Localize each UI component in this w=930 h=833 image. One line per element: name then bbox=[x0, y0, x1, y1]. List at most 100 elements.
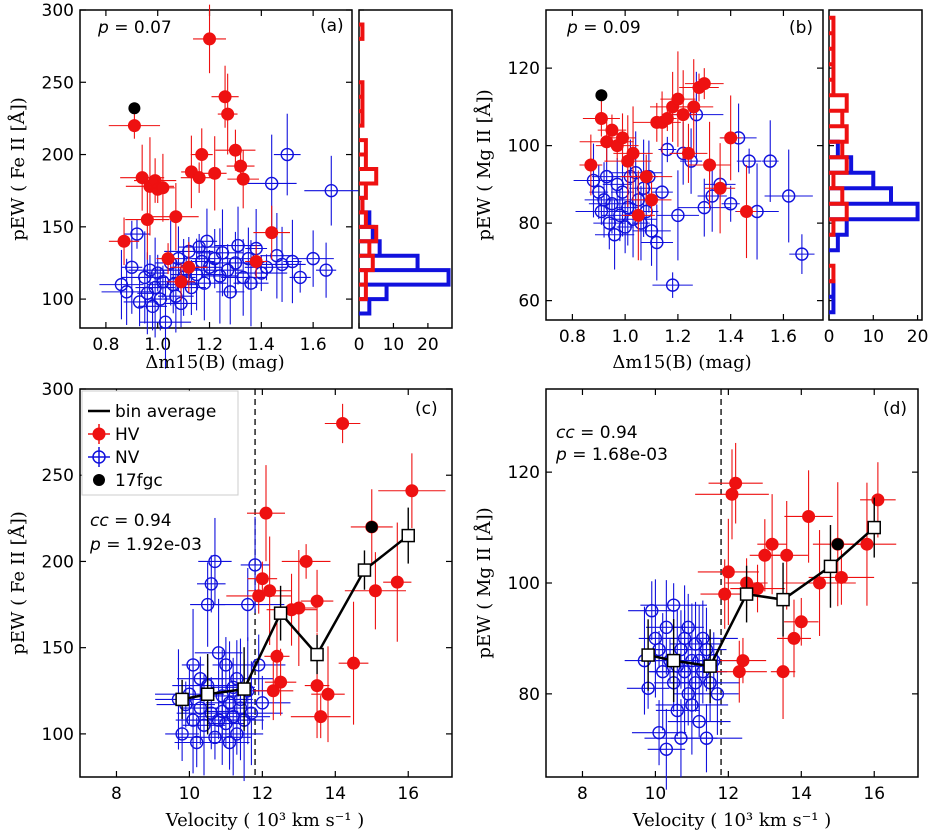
bin-point bbox=[823, 559, 838, 574]
nv-histogram bbox=[359, 195, 451, 316]
hv-point bbox=[174, 275, 188, 289]
x-tick-label: 1.0 bbox=[144, 335, 171, 355]
hv-point bbox=[729, 476, 743, 490]
hv-point bbox=[292, 601, 306, 615]
nv-point bbox=[158, 315, 173, 329]
y-tick-label: 150 bbox=[42, 218, 74, 238]
hv-point bbox=[208, 166, 222, 180]
legend-17fgc-marker bbox=[93, 474, 105, 486]
nv-point bbox=[231, 238, 245, 253]
hv-point bbox=[736, 654, 750, 668]
nv-point bbox=[280, 147, 294, 162]
nv-point bbox=[699, 642, 714, 657]
x-tick-label: 10 bbox=[645, 784, 667, 804]
panel-b-hist-frame bbox=[828, 9, 923, 321]
bin-point bbox=[175, 692, 189, 707]
hv-point bbox=[347, 656, 361, 670]
hv-point bbox=[218, 90, 232, 104]
bin-point bbox=[867, 520, 881, 535]
panel-d-ylabel: pEW ( Mg II [Å]) bbox=[473, 507, 495, 658]
x-tick-label: 16 bbox=[397, 784, 419, 804]
nv-point bbox=[189, 267, 204, 282]
hv-point bbox=[314, 710, 328, 724]
hv-point bbox=[117, 234, 131, 248]
x-tick-label: 0.8 bbox=[559, 327, 586, 347]
legend: bin average HV NV 17fgc bbox=[81, 390, 239, 496]
panel-b-ylabel: pEW ( Mg II [Å]) bbox=[473, 89, 495, 240]
hv-point bbox=[834, 570, 848, 584]
hv-point bbox=[765, 537, 779, 551]
hv-point bbox=[127, 119, 141, 133]
nv-point bbox=[659, 742, 674, 756]
hv-point bbox=[794, 615, 808, 629]
panel-c-tag: (c) bbox=[415, 399, 438, 419]
hv-point bbox=[169, 210, 183, 224]
nv-point bbox=[197, 718, 211, 732]
17fgc-point bbox=[128, 102, 141, 115]
hv-point bbox=[676, 108, 690, 122]
hv-point bbox=[787, 631, 801, 645]
panel-c-cc: cc = 0.94 bbox=[90, 511, 172, 531]
hv-point bbox=[724, 131, 738, 145]
nv-point bbox=[230, 727, 244, 741]
legend-box bbox=[81, 390, 239, 496]
nv-point bbox=[125, 260, 139, 274]
hv-point bbox=[140, 213, 154, 227]
17fgc-point bbox=[595, 89, 608, 102]
nv-point bbox=[145, 299, 160, 314]
nv-point bbox=[130, 227, 144, 241]
nv-point bbox=[255, 696, 270, 710]
nv-point bbox=[599, 169, 614, 184]
panel-d-cc: cc = 0.94 bbox=[556, 423, 638, 443]
nv-point bbox=[219, 716, 233, 731]
nv-point bbox=[244, 706, 259, 720]
y-tick-label: 200 bbox=[42, 146, 74, 166]
nv-point bbox=[306, 251, 320, 266]
hv-point bbox=[713, 181, 727, 195]
bin-average-line bbox=[181, 534, 410, 701]
nv-point bbox=[586, 173, 601, 188]
y-tick-label: 150 bbox=[42, 639, 74, 659]
hv-point bbox=[265, 226, 279, 240]
x-tick-label: 12 bbox=[252, 784, 274, 804]
hv-point bbox=[299, 554, 313, 568]
nv-point bbox=[223, 285, 237, 299]
hv-point bbox=[266, 684, 280, 698]
panel-b-tag: (b) bbox=[789, 18, 813, 38]
nv-point bbox=[190, 735, 204, 750]
y-tick-label: 200 bbox=[42, 552, 74, 572]
hv-point bbox=[721, 565, 735, 579]
y-tick-label: 300 bbox=[42, 1, 74, 21]
hv-point bbox=[203, 32, 217, 46]
hist-x-tick-label: 10 bbox=[383, 335, 405, 355]
bin-point bbox=[739, 587, 754, 601]
hv-point bbox=[228, 143, 242, 157]
hv-point bbox=[813, 576, 827, 590]
nv-point bbox=[671, 208, 685, 223]
nv-point bbox=[222, 735, 237, 750]
nv-point bbox=[607, 228, 622, 242]
y-tick-label: 250 bbox=[42, 466, 74, 486]
nv-point bbox=[618, 220, 632, 234]
panel-b-frame bbox=[545, 9, 824, 321]
y-tick-label: 100 bbox=[508, 574, 540, 594]
hv-point bbox=[161, 252, 175, 266]
hist-x-tick-label: 0 bbox=[354, 335, 365, 355]
nv-point bbox=[681, 620, 695, 635]
x-tick-label: 1.4 bbox=[717, 327, 744, 347]
x-tick-label: 1.6 bbox=[300, 335, 327, 355]
hv-point bbox=[249, 255, 263, 269]
hv-point bbox=[681, 146, 695, 160]
hv-point bbox=[236, 172, 250, 186]
hv-point bbox=[639, 170, 653, 184]
hv-point bbox=[252, 589, 266, 603]
nv-point bbox=[795, 247, 809, 261]
nv-point bbox=[208, 730, 222, 745]
hv-point bbox=[860, 537, 874, 551]
hv-point bbox=[687, 100, 701, 114]
nv-point bbox=[275, 257, 289, 272]
hv-point bbox=[697, 77, 711, 91]
x-tick-label: 1.2 bbox=[196, 335, 223, 355]
17fgc-point bbox=[365, 520, 378, 533]
bin-point bbox=[401, 528, 415, 543]
